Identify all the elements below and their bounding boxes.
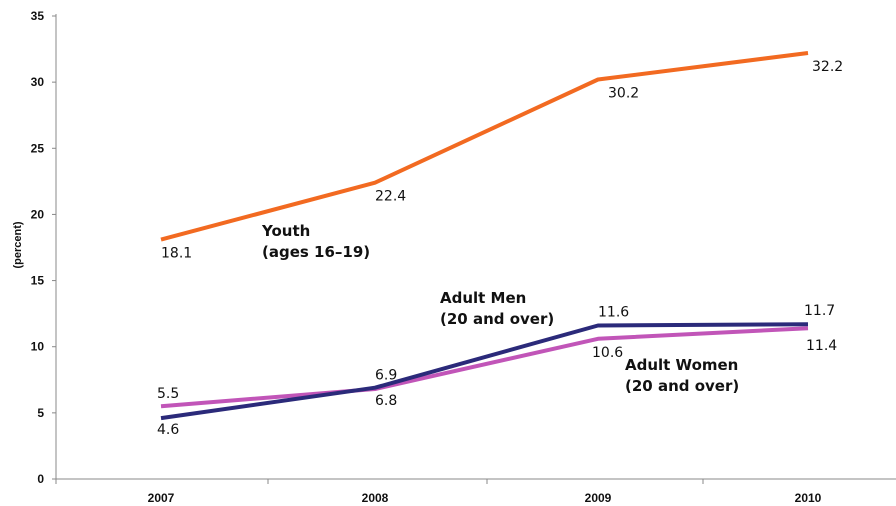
data-label: 32.2	[812, 59, 843, 75]
adult-women-annotation: Adult Women (20 and over)	[625, 356, 739, 395]
data-label: 11.6	[598, 305, 629, 321]
annotations: Youth (ages 16–19) Adult Men (20 and over) A…	[261, 222, 739, 395]
data-label: 30.2	[608, 85, 639, 101]
y-tick-label: 35	[31, 9, 45, 23]
x-tick-label: 2008	[362, 491, 389, 505]
youth-line	[160, 51, 809, 242]
adult-men-line	[160, 322, 809, 421]
data-label: 11.7	[804, 303, 835, 319]
axes	[52, 14, 896, 484]
adult-women-line	[160, 326, 809, 409]
y-tick-label: 5	[37, 406, 44, 420]
y-tick-label: 0	[37, 472, 44, 486]
data-label: 10.6	[592, 345, 623, 361]
y-tick-label: 20	[31, 207, 45, 221]
youth-annotation: Youth (ages 16–19)	[261, 222, 370, 261]
y-tick-labels: 0 5 10 15 20 25 30 35	[31, 9, 45, 486]
data-label: 5.5	[157, 386, 179, 402]
series-lines	[160, 51, 809, 421]
data-labels: 18.1 22.4 30.2 32.2 4.6 6.9 11.6 11.7 5.5 6.8 10.6…	[157, 59, 843, 438]
x-tick-label: 2007	[148, 491, 175, 505]
x-tick-labels: 2007 2008 2009 2010	[148, 491, 822, 505]
y-tick-label: 15	[31, 274, 45, 288]
data-label: 22.4	[375, 189, 406, 205]
data-label: 18.1	[161, 246, 192, 262]
adult-men-annotation: Adult Men (20 and over)	[440, 289, 554, 328]
data-label: 11.4	[806, 338, 837, 354]
y-tick-label: 10	[31, 340, 45, 354]
x-tick-label: 2009	[585, 491, 612, 505]
y-tick-label: 25	[31, 141, 45, 155]
y-tick-label: 30	[31, 75, 45, 89]
data-label: 4.6	[157, 422, 179, 438]
data-label: 6.8	[375, 393, 397, 409]
data-label: 6.9	[375, 368, 397, 384]
y-axis-label: (percent)	[12, 221, 24, 268]
x-tick-label: 2010	[795, 491, 822, 505]
